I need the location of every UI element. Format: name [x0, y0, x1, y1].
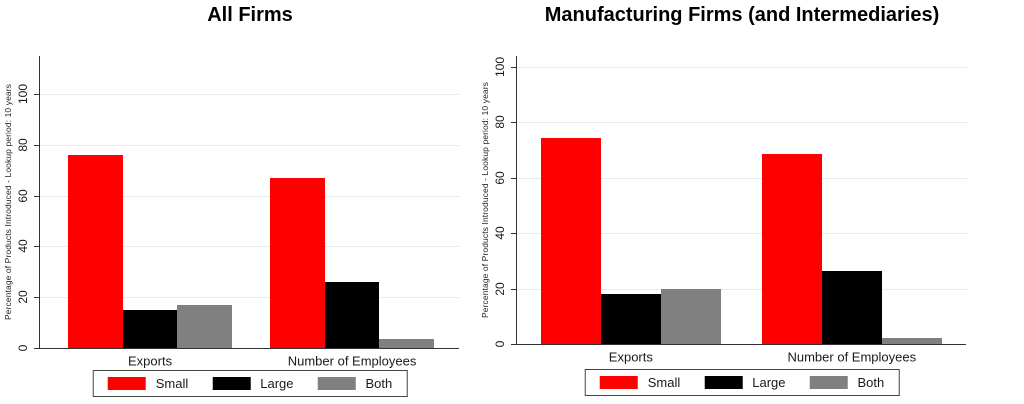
x-axis-line [516, 344, 966, 345]
y-tick-label-text: 0 [493, 340, 507, 348]
plot-area: 0 20 40 60 80 100 Percentage of Products Intro… [480, 56, 967, 396]
legend-item-both: Both [317, 376, 393, 391]
bar-large-exports [122, 309, 178, 348]
bar-small-number-of-employees [270, 177, 325, 348]
y-tick-label-text: 60 [16, 188, 30, 203]
gridline-20 [40, 297, 460, 299]
y-tick-mark-40 [511, 233, 516, 235]
bar-large-exports [600, 294, 661, 344]
y-tick-mark-20 [511, 288, 516, 290]
y-tick-mark-0 [34, 348, 39, 349]
chart-title-manufacturing-firms: Manufacturing Firms (and Intermediaries) [544, 4, 940, 26]
y-tick-label-text: 80 [493, 115, 507, 130]
gridline-40 [517, 233, 967, 235]
y-tick-label-text: 0 [16, 344, 30, 352]
category-label-text: Number of Employees [787, 349, 917, 365]
chart-title-all-firms: All Firms [207, 4, 293, 26]
legend-label-both: Both [365, 376, 393, 391]
legend-label-both: Both [857, 375, 885, 390]
bar-both-exports [660, 288, 721, 344]
y-axis-line [39, 56, 40, 348]
y-tick-mark-100 [34, 94, 39, 96]
bar-chart-manufacturing-firms: 0 20 40 60 80 100 Percentage of Products Intro… [470, 0, 1024, 404]
y-tick-mark-60 [34, 195, 39, 197]
legend-item-large: Large [704, 375, 786, 390]
y-tick-label-text: 20 [493, 281, 507, 296]
y-tick-mark-60 [511, 177, 516, 179]
gridline-20 [517, 288, 967, 290]
gridline-100 [40, 94, 460, 96]
y-tick-mark-40 [34, 246, 39, 248]
y-tick-label-text: 100 [16, 84, 30, 105]
y-axis-line [516, 56, 517, 344]
legend-swatch-large [212, 377, 251, 390]
chart-panel-manufacturing-firms: Manufacturing Firms (and Intermediaries)… [470, 0, 1024, 404]
y-tick-label-text: 40 [493, 226, 507, 240]
gridline-60 [40, 195, 460, 197]
legend: Small Large Both [92, 370, 408, 397]
legend-label-small: Small [155, 376, 189, 391]
gridline-40 [40, 246, 460, 248]
bar-large-number-of-employees [324, 281, 380, 348]
gridline-100 [517, 67, 967, 69]
bar-small-exports [68, 155, 123, 348]
y-axis-title-text: Percentage of Products Introduced - Look… [3, 83, 13, 321]
legend-swatch-large [704, 376, 743, 389]
bar-chart-all-firms: 0 20 40 60 80 100 Percentage of Products Intro… [0, 0, 470, 404]
gridline-80 [517, 122, 967, 124]
y-tick-label-text: 80 [16, 138, 30, 152]
y-tick-label-text: 40 [16, 239, 30, 254]
legend-label-large: Large [260, 376, 294, 391]
y-tick-label-text: 100 [493, 57, 507, 78]
x-axis-line [39, 348, 459, 349]
y-tick-mark-20 [34, 297, 39, 299]
y-tick-label-text: 20 [16, 290, 30, 304]
y-tick-mark-100 [511, 67, 516, 69]
category-label-text: Exports [127, 353, 173, 369]
legend-item-large: Large [212, 376, 294, 391]
legend-label-small: Small [647, 375, 681, 390]
y-tick-mark-80 [34, 144, 39, 146]
legend-swatch-small [599, 376, 638, 389]
legend-swatch-both [809, 376, 848, 389]
bar-small-exports [541, 137, 601, 344]
bar-both-number-of-employees [881, 338, 942, 344]
chart-panel-all-firms: All Firms 0 20 40 60 80 100 Percentage of Prod… [0, 0, 470, 404]
gridline-60 [517, 177, 967, 179]
legend-item-both: Both [809, 375, 885, 390]
bar-large-number-of-employees [821, 270, 882, 344]
y-tick-mark-0 [511, 344, 516, 345]
y-axis-title-text: Percentage of Products Introduced - Look… [480, 81, 490, 319]
y-tick-label-text: 60 [493, 171, 507, 185]
y-tick-mark-80 [511, 122, 516, 124]
legend-label-large: Large [752, 375, 786, 390]
legend-swatch-small [107, 377, 146, 390]
bar-both-number-of-employees [379, 339, 434, 348]
legend-item-small: Small [599, 375, 681, 390]
legend-swatch-both [317, 377, 356, 390]
plot-area: 0 20 40 60 80 100 Percentage of Products Intro… [3, 56, 460, 397]
legend: Small Large Both [584, 369, 900, 396]
legend-item-small: Small [107, 376, 189, 391]
bar-both-exports [177, 304, 232, 348]
category-label-text: Exports [608, 349, 653, 365]
gridline-80 [40, 144, 460, 146]
bar-small-number-of-employees [762, 154, 822, 344]
category-label-text: Number of Employees [287, 353, 417, 369]
